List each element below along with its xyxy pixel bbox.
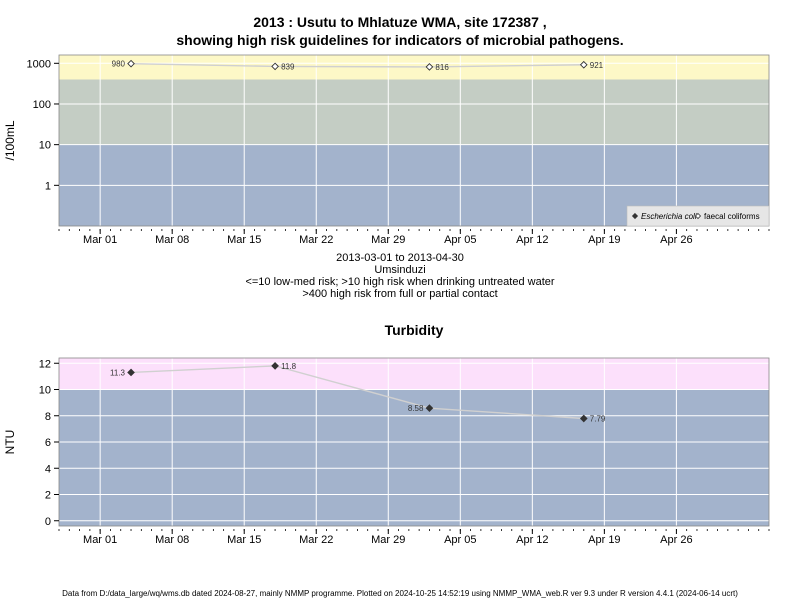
x-tick-label: Mar 29 [371, 534, 405, 546]
x-tick-label: Apr 26 [660, 234, 692, 246]
x-tick-label: Apr 26 [660, 534, 692, 546]
chart-title-line2: showing high risk guidelines for indicat… [176, 32, 624, 48]
y-axis-label: /100mL [3, 120, 17, 160]
x-tick-label: Apr 05 [444, 534, 476, 546]
data-point [579, 414, 588, 423]
x-tick-label: Mar 08 [155, 234, 189, 246]
x-tick-label: Apr 19 [588, 234, 620, 246]
y-tick-label: 1 [45, 180, 51, 192]
data-label: 8.58 [408, 404, 424, 413]
risk-band-2 [59, 79, 769, 145]
y-tick-label: 6 [45, 437, 51, 449]
river-name-text: Umsinduzi [374, 264, 426, 276]
data-label: 7.79 [590, 415, 606, 424]
data-point [127, 368, 135, 377]
y-tick-label: 8 [45, 411, 51, 423]
data-label: 816 [435, 63, 449, 72]
x-tick-label: Mar 22 [299, 234, 333, 246]
chart-title-line1: 2013 : Usutu to Mhlatuze WMA, site 17238… [253, 14, 547, 30]
y-tick-label: 4 [45, 463, 51, 475]
y-tick-label: 0 [45, 516, 51, 528]
data-point [271, 362, 279, 370]
y-axis-label: NTU [3, 430, 17, 455]
data-label: 921 [590, 61, 604, 70]
legend-marker-0 [631, 212, 639, 220]
data-label: 11.3 [110, 368, 126, 377]
x-tick-label: Mar 01 [83, 534, 117, 546]
date-range-text: 2013-03-01 to 2013-04-30 [336, 252, 464, 264]
x-tick-label: Apr 12 [516, 534, 548, 546]
legend: Escherichia coli faecal coliforms [626, 205, 770, 227]
y-tick-label: 1000 [27, 58, 51, 70]
data-point [425, 63, 434, 71]
x-tick-label: Apr 05 [444, 234, 476, 246]
x-tick-label: Mar 22 [299, 534, 333, 546]
x-tick-label: Mar 08 [155, 534, 189, 546]
data-label: 11.8 [281, 362, 297, 371]
risk-band-2 [59, 358, 769, 390]
risk-band-1 [59, 389, 769, 526]
legend-marker-1 [694, 212, 702, 220]
y-tick-label: 2 [45, 490, 51, 502]
x-tick-label: Mar 15 [227, 534, 261, 546]
series-line-1 [131, 62, 584, 68]
risk-note-drinking: <=10 low-med risk; >10 high risk when dr… [245, 276, 555, 288]
x-tick-label: Mar 01 [83, 234, 117, 246]
data-point [127, 59, 135, 68]
plot-frame [58, 54, 770, 227]
data-label: 980 [112, 60, 126, 69]
y-tick-label: 10 [39, 385, 51, 397]
data-point [579, 60, 588, 69]
data-point [271, 62, 279, 71]
risk-note-contact: >400 high risk from full or partial cont… [302, 288, 498, 300]
footer-note: Data from D:/data_large/wq/wms.db dated … [62, 589, 738, 598]
legend-label-0: Escherichia coli [641, 212, 697, 221]
chart-panel-1: 1 10 100 1000 Mar 01 Mar 08 Mar 15 Mar 22 Mar 29… [3, 54, 770, 246]
panel-title: Turbidity [385, 322, 444, 338]
x-tick-label: Apr 19 [588, 534, 620, 546]
x-tick-label: Apr 12 [516, 234, 548, 246]
x-tick-label: Mar 29 [371, 234, 405, 246]
data-label: 839 [281, 62, 295, 71]
y-tick-label: 10 [39, 140, 51, 152]
y-tick-label: 100 [33, 99, 51, 111]
x-tick-label: Mar 15 [227, 234, 261, 246]
data-point [425, 404, 434, 412]
legend-label-1: faecal coliforms [704, 212, 760, 221]
chart-panel-2: 0 2 4 6 8 10 12 Mar 01 Mar 08 Mar 15 Mar 22 Mar 29 A… [3, 322, 770, 546]
series-line-0 [130, 365, 584, 420]
y-tick-label: 12 [39, 358, 51, 370]
